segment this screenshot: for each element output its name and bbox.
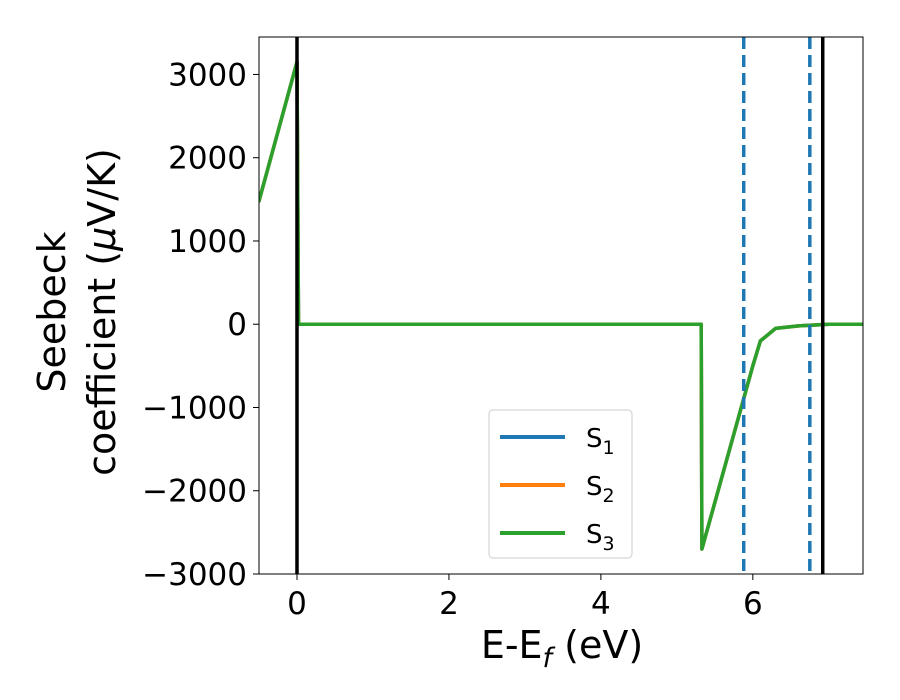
- y-tick-label: 0: [227, 307, 247, 343]
- y-tick-label: −1000: [142, 390, 247, 426]
- plot-layer: [259, 37, 863, 574]
- legend-label-2: S2: [586, 472, 615, 507]
- y-tick-label: 3000: [168, 57, 247, 93]
- y-axis-label-line2: coefficient (μV/K): [80, 148, 124, 476]
- y-tick-label: −2000: [142, 474, 247, 510]
- y-axis-label: Seebeck coefficient (μV/K): [30, 148, 124, 476]
- plot-area: [259, 37, 863, 574]
- x-axis-label: E-Ef (eV): [481, 623, 643, 674]
- x-axis-label-rest: (eV): [552, 623, 643, 667]
- axis-layer: 0 2 4 6 −3000 −2000 −1000 0 1000 2000 3000: [142, 36, 864, 622]
- y-axis-label-line2-text: coefficient (: [80, 251, 124, 476]
- x-tick-label: 6: [743, 586, 763, 622]
- y-tick-label: 1000: [168, 224, 247, 260]
- x-tick-label: 0: [287, 586, 307, 622]
- axes-frame: [258, 36, 864, 575]
- y-tick-label: −3000: [142, 557, 247, 593]
- x-tick-label: 2: [439, 586, 459, 622]
- y-axis-label-line1: Seebeck: [30, 231, 74, 392]
- x-tick-label: 4: [591, 586, 611, 622]
- legend: S1 S2 S3: [488, 409, 633, 559]
- x-axis-label-main: E-E: [481, 623, 543, 667]
- y-tick-label: 2000: [168, 141, 247, 177]
- y-axis-label-mu: μ: [80, 227, 124, 252]
- legend-items: S1 S2 S3: [500, 424, 615, 555]
- legend-label-1: S1: [586, 424, 615, 459]
- y-axis-label-unit: V/K): [80, 148, 124, 227]
- legend-label-3: S3: [586, 520, 615, 555]
